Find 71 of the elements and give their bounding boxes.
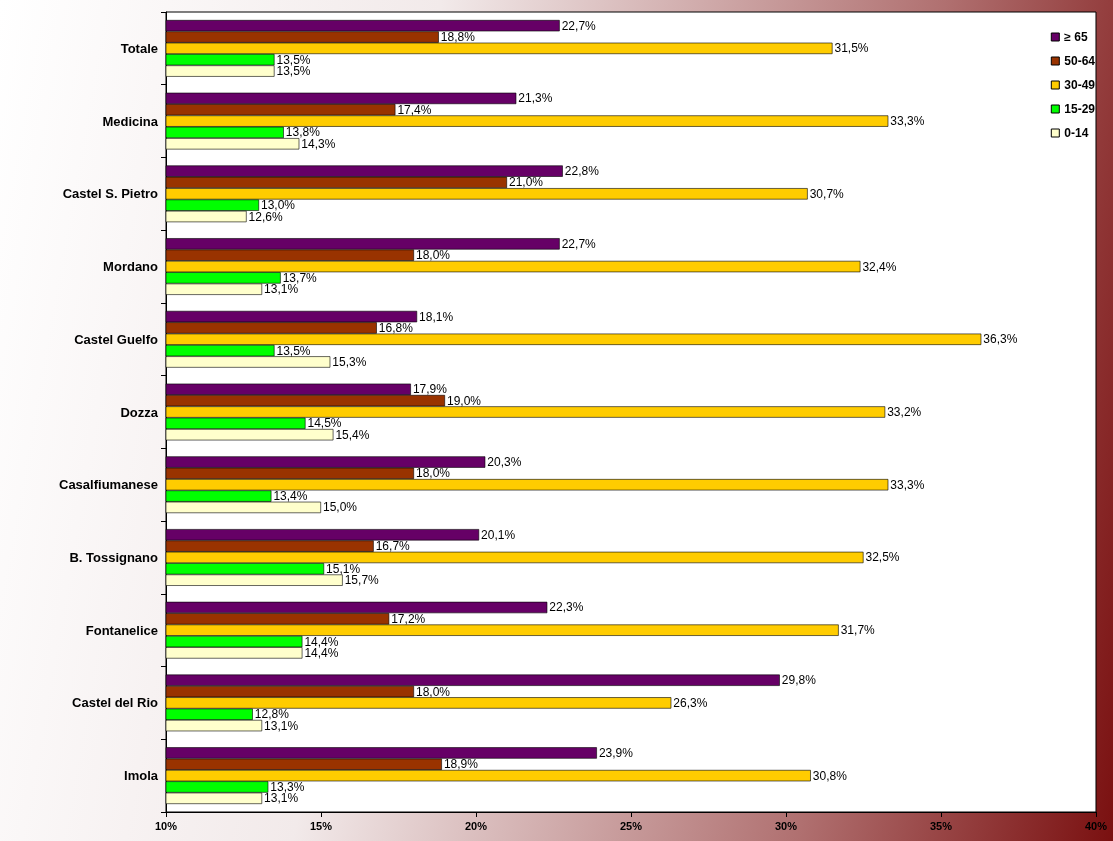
y-tick-label: Castel del Rio: [72, 695, 159, 711]
data-label: 18,0%: [416, 248, 451, 263]
data-label: 17,9%: [412, 382, 448, 397]
x-tick-label: 25%: [619, 819, 643, 832]
data-label: 18,9%: [443, 757, 479, 772]
data-label: 26,3%: [673, 695, 708, 710]
data-label: 13,5%: [276, 343, 311, 358]
data-label: 17,2%: [391, 611, 426, 626]
data-label: 33,2%: [887, 405, 922, 419]
x-tick-label: 10%: [154, 819, 178, 832]
data-label: 13,3%: [270, 779, 305, 794]
y-tick-label: Totale: [120, 40, 158, 56]
data-label: 18,1%: [419, 309, 454, 324]
x-tick-label: 40%: [1084, 819, 1108, 832]
data-label: 13,4%: [273, 489, 308, 504]
data-label: 22,3%: [549, 600, 584, 615]
data-label: 18,0%: [416, 466, 451, 481]
data-label: 15,1%: [326, 561, 361, 576]
x-tick-label: 35%: [929, 819, 953, 832]
y-tick-label: Medicina: [102, 113, 159, 129]
data-label: 12,8%: [254, 707, 290, 722]
y-tick-label: Castel Guelfo: [74, 331, 159, 347]
y-tick-label: Castel S. Pietro: [62, 186, 159, 202]
data-label: 21,3%: [518, 91, 553, 106]
legend-label: 0-14: [1064, 126, 1089, 140]
y-tick-label: Dozza: [120, 404, 159, 420]
data-label: 33,3%: [890, 114, 925, 129]
data-label: 16,8%: [378, 320, 414, 335]
data-label: 13,1%: [264, 791, 299, 806]
data-label: 30,7%: [809, 186, 845, 201]
legend-label: 30-49: [1064, 78, 1096, 92]
data-label: 13,0%: [261, 198, 296, 213]
data-label: 15,3%: [332, 354, 367, 369]
y-tick-label: Mordano: [103, 259, 159, 275]
data-label: 16,7%: [375, 539, 411, 554]
data-label: 15,0%: [323, 500, 358, 515]
data-label: 20,1%: [481, 527, 516, 542]
x-tick-label: 20%: [464, 819, 488, 832]
data-label: 22,7%: [561, 18, 597, 33]
data-label: 33,3%: [890, 477, 925, 492]
data-label: 22,8%: [564, 164, 600, 179]
legend-label: 15-29: [1064, 102, 1096, 116]
data-label: 21,0%: [509, 175, 544, 190]
data-label: 23,9%: [598, 745, 634, 760]
data-label: 32,4%: [862, 259, 897, 274]
x-tick-label: 15%: [309, 819, 333, 832]
y-tick-label: B. Tossignano: [69, 549, 159, 565]
data-label: 36,3%: [983, 332, 1018, 347]
data-label: 18,0%: [416, 684, 451, 699]
data-label: 19,0%: [447, 393, 482, 408]
legend-label: ≥ 65: [1064, 30, 1088, 44]
y-tick-label: Casalfiumanese: [59, 477, 158, 493]
data-label: 13,1%: [264, 282, 299, 297]
y-tick-label: Fontanelice: [85, 622, 158, 638]
data-label: 30,8%: [812, 768, 848, 783]
legend-label: 50-64: [1064, 54, 1096, 68]
data-label: 18,8%: [440, 30, 476, 45]
data-label: 15,7%: [344, 573, 380, 588]
data-label: 31,5%: [834, 41, 869, 56]
data-label: 13,5%: [276, 64, 311, 79]
y-tick-label: Imola: [124, 768, 159, 784]
data-label: 17,4%: [397, 102, 432, 117]
data-label: 13,7%: [282, 270, 318, 285]
data-label: 20,3%: [487, 455, 522, 470]
data-label: 13,5%: [276, 52, 311, 67]
x-tick-label: 30%: [774, 819, 798, 832]
data-label: 22,7%: [561, 236, 597, 251]
data-label: 14,4%: [304, 634, 339, 649]
data-label: 29,8%: [781, 673, 817, 688]
data-label: 32,5%: [865, 550, 900, 565]
data-label: 31,7%: [840, 623, 876, 638]
